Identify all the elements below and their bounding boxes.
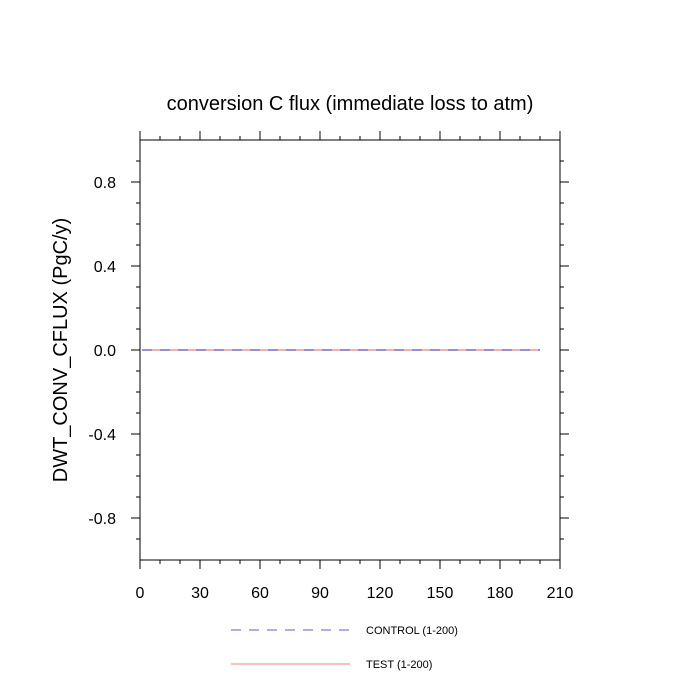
axis-ticks <box>131 131 569 569</box>
chart-title: conversion C flux (immediate loss to atm… <box>167 93 534 115</box>
axis-tick-labels: 0 30 60 90 120 150 180 210 -0.8 -0.4 0.0 0.4 0.8 <box>88 175 573 602</box>
legend: CONTROL (1-200) TEST (1-200) <box>231 625 458 671</box>
y-axis-label: DWT_CONV_CFLUX (PgC/y) <box>50 218 72 482</box>
legend-label-test: TEST (1-200) <box>366 659 432 671</box>
y-tick-label: 0.0 <box>94 343 116 360</box>
y-tick-label: 0.4 <box>94 259 116 276</box>
x-tick-label: 60 <box>251 585 269 602</box>
y-tick-label: -0.8 <box>88 511 116 528</box>
x-tick-label: 30 <box>191 585 209 602</box>
y-tick-label: 0.8 <box>94 175 116 192</box>
x-tick-label: 120 <box>367 585 394 602</box>
x-tick-label: 0 <box>136 585 145 602</box>
y-tick-label: -0.4 <box>88 427 116 444</box>
legend-label-control: CONTROL (1-200) <box>366 625 458 637</box>
x-tick-label: 150 <box>427 585 454 602</box>
x-tick-label: 180 <box>487 585 514 602</box>
x-tick-label: 90 <box>311 585 329 602</box>
x-tick-label: 210 <box>547 585 574 602</box>
